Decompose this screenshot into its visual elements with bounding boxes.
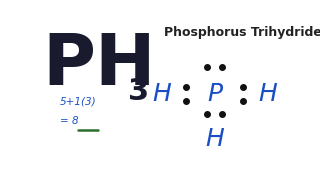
Text: P: P [207,82,222,106]
Text: H: H [259,82,277,106]
Text: H: H [205,127,224,151]
Text: PH: PH [43,31,156,100]
Text: Phosphorus Trihydride: Phosphorus Trihydride [164,26,320,39]
Text: H: H [152,82,171,106]
Text: = 8: = 8 [60,116,78,126]
Text: 3: 3 [128,77,149,106]
Text: 5+1(3): 5+1(3) [60,96,96,106]
